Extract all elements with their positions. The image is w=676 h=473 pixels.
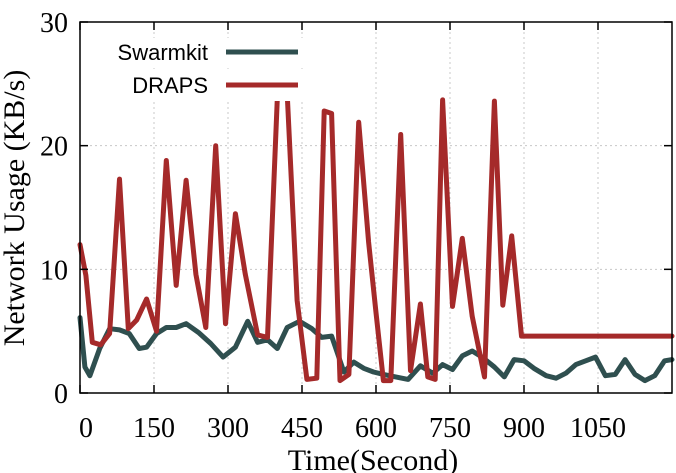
series-line-swarmkit	[77, 315, 675, 384]
x-tick-label: 150	[133, 413, 175, 444]
x-tick-label: 1050	[570, 413, 626, 444]
y-axis-ticks: 0 10 20 30	[40, 8, 672, 410]
x-tick-label: 750	[429, 413, 471, 444]
legend-label-swarmkit: Swarmkit	[118, 40, 208, 65]
y-tick-label: 0	[54, 379, 68, 410]
x-tick-label: 0	[79, 413, 93, 444]
y-axis-label: Network Usage (KB/s)	[0, 70, 31, 347]
y-tick-label: 20	[40, 132, 68, 163]
series-lines	[77, 91, 675, 384]
y-tick-label: 30	[40, 8, 68, 39]
legend: Swarmkit DRAPS	[96, 38, 308, 101]
legend-label-draps: DRAPS	[132, 73, 208, 98]
x-tick-label: 900	[503, 413, 545, 444]
x-axis-ticks: 0 150 300 450 600 750 900 1050	[79, 22, 626, 444]
x-tick-label: 600	[355, 413, 397, 444]
y-tick-label: 10	[40, 255, 68, 286]
series-line-draps	[77, 91, 675, 384]
x-tick-label: 450	[281, 413, 323, 444]
x-axis-label: Time(Second)	[288, 444, 459, 473]
x-tick-label: 300	[207, 413, 249, 444]
